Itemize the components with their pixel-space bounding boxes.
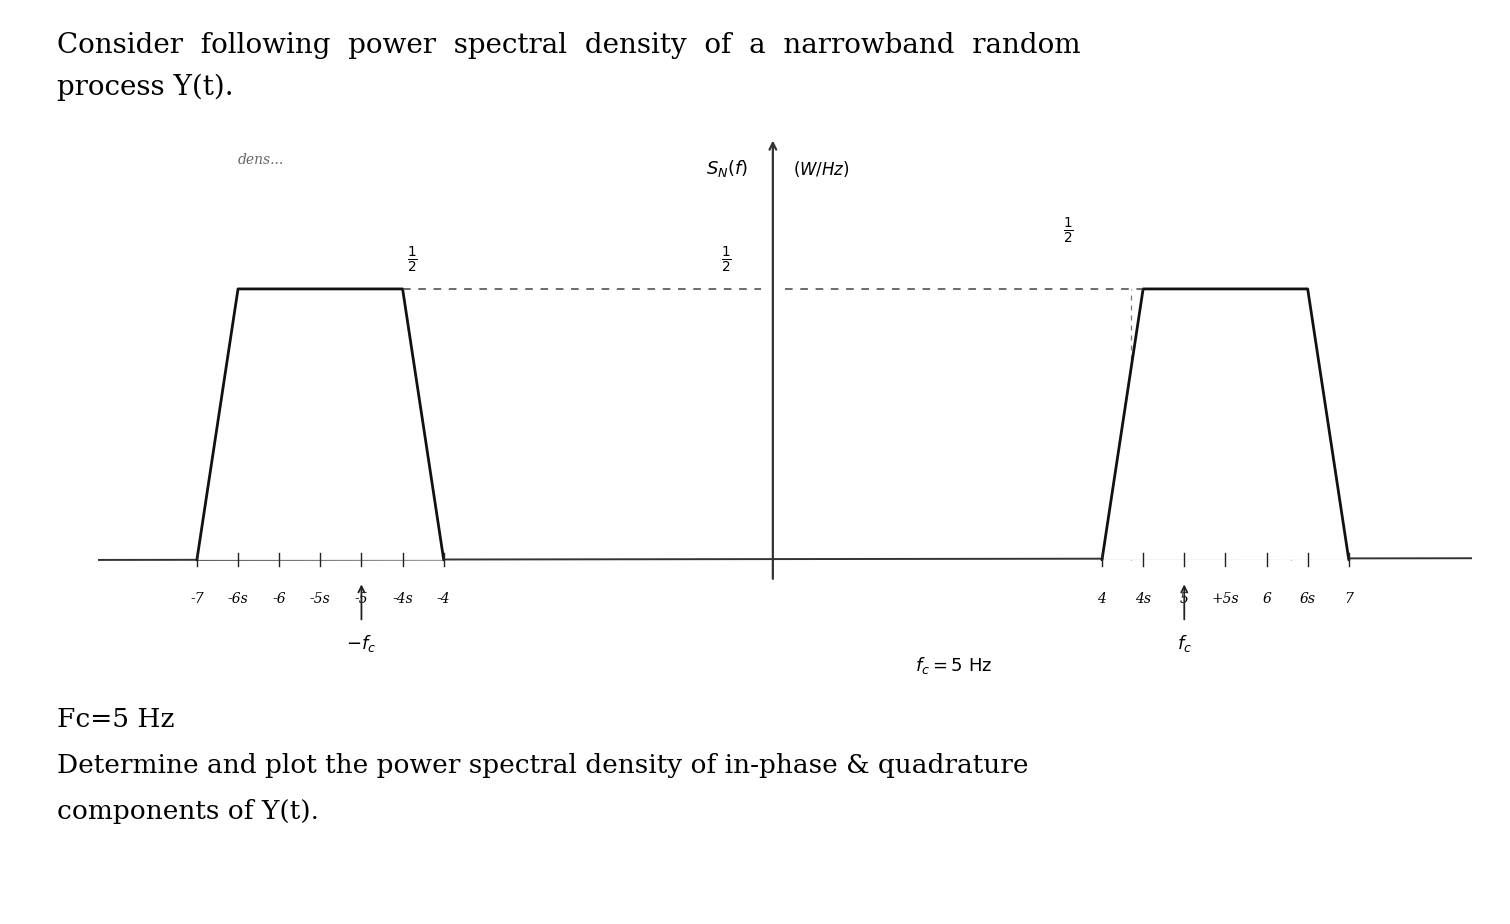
Text: $\frac{1}{2}$: $\frac{1}{2}$ [406, 245, 417, 275]
Text: $\frac{1}{2}$: $\frac{1}{2}$ [722, 245, 732, 275]
Text: $f_c = 5\ \mathrm{Hz}$: $f_c = 5\ \mathrm{Hz}$ [915, 655, 992, 675]
Text: $S_N(f)$: $S_N(f)$ [707, 158, 747, 179]
Text: $-f_c$: $-f_c$ [346, 633, 376, 654]
Text: 6: 6 [1262, 592, 1271, 606]
Text: -6s: -6s [228, 592, 249, 606]
Text: Fc=5 Hz: Fc=5 Hz [57, 707, 175, 732]
Text: components of Y(t).: components of Y(t). [57, 799, 320, 824]
Text: 4s: 4s [1136, 592, 1151, 606]
Text: -5: -5 [355, 592, 368, 606]
Text: +5s: +5s [1211, 592, 1240, 606]
Text: 6s: 6s [1300, 592, 1315, 606]
Text: Determine and plot the power spectral density of in-phase & quadrature: Determine and plot the power spectral de… [57, 753, 1028, 778]
Text: dens...: dens... [239, 153, 284, 167]
Text: $\frac{1}{2}$: $\frac{1}{2}$ [1063, 215, 1074, 246]
Polygon shape [196, 289, 444, 560]
Text: -4s: -4s [393, 592, 412, 606]
Text: $(W/Hz)$: $(W/Hz)$ [793, 159, 850, 179]
Text: process Y(t).: process Y(t). [57, 74, 234, 102]
Text: -5s: -5s [310, 592, 331, 606]
Text: -6: -6 [272, 592, 285, 606]
Text: Consider  following  power  spectral  density  of  a  narrowband  random: Consider following power spectral densit… [57, 32, 1081, 59]
Text: -4: -4 [436, 592, 450, 606]
Text: -7: -7 [190, 592, 204, 606]
Polygon shape [1102, 289, 1348, 560]
Text: 4: 4 [1098, 592, 1107, 606]
Text: 5: 5 [1179, 592, 1188, 606]
Text: 7: 7 [1344, 592, 1353, 606]
Text: $f_c$: $f_c$ [1176, 633, 1191, 654]
